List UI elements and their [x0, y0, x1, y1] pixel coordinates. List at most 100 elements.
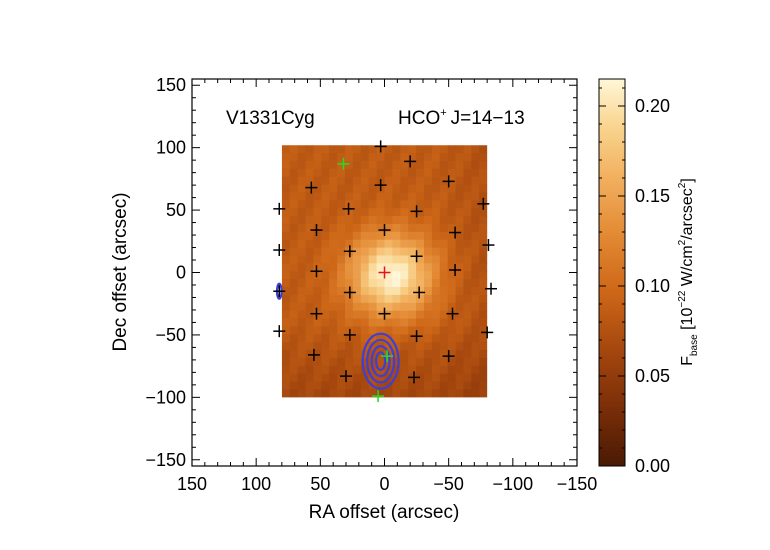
- heatmap-cell: [352, 263, 362, 272]
- heatmap-cell: [392, 231, 401, 241]
- heatmap-cell: [313, 231, 322, 241]
- heatmap-cell: [471, 255, 480, 264]
- heatmap-cell: [329, 247, 338, 257]
- heatmap-cell: [471, 389, 480, 398]
- heatmap-cell: [345, 239, 354, 249]
- heatmap-cell: [360, 294, 370, 304]
- heatmap-cell: [455, 145, 465, 154]
- heatmap-cell: [423, 263, 433, 272]
- heatmap-cell: [321, 350, 330, 359]
- heatmap-cell: [321, 208, 330, 217]
- heatmap-cell: [471, 200, 480, 209]
- heatmap-cell: [368, 239, 378, 249]
- heatmap-cell: [439, 326, 449, 335]
- heatmap-cell: [400, 168, 409, 178]
- heatmap-cell: [463, 192, 472, 201]
- heatmap-cell: [423, 279, 433, 288]
- heatmap-cell: [447, 350, 457, 359]
- heatmap-cell: [313, 145, 322, 154]
- heatmap-cell: [408, 239, 417, 249]
- heatmap-cell: [408, 334, 417, 343]
- heatmap-cell: [416, 326, 425, 335]
- heatmap-cell: [392, 357, 401, 367]
- heatmap-cell: [416, 247, 425, 257]
- heatmap-cell: [281, 231, 291, 241]
- heatmap-cell: [281, 294, 291, 304]
- heatmap-cell: [289, 176, 299, 186]
- heatmap-cell: [392, 279, 401, 288]
- spaxel-marker: [449, 264, 462, 277]
- colorbar-tick-label: 0.15: [635, 186, 670, 206]
- x-tick-label: −50: [433, 474, 464, 494]
- heatmap-cell: [400, 373, 409, 383]
- heatmap-cell: [313, 208, 322, 217]
- heatmap-cell: [297, 184, 307, 194]
- heatmap-cell: [439, 357, 449, 367]
- heatmap-cell: [479, 326, 488, 335]
- heatmap-cell: [400, 247, 409, 257]
- heatmap-cell: [305, 216, 315, 225]
- heatmap-cell: [408, 310, 417, 320]
- heatmap-cell: [305, 302, 315, 312]
- heatmap-cell: [392, 216, 401, 225]
- heatmap-cell: [447, 223, 457, 233]
- heatmap-cell: [431, 223, 441, 233]
- heatmap-cell: [297, 263, 307, 272]
- heatmap-cell: [408, 381, 417, 391]
- heatmap-cell: [392, 153, 401, 162]
- heatmap-cell: [289, 263, 299, 272]
- heatmap-cell: [479, 310, 488, 320]
- heatmap-cell: [479, 184, 488, 194]
- heatmap-cell: [463, 263, 472, 272]
- heatmap-cell: [400, 287, 409, 296]
- heatmap-cell: [281, 365, 291, 375]
- heatmap-cell: [479, 381, 488, 391]
- heatmap-cell: [479, 231, 488, 241]
- heatmap-cell: [400, 200, 409, 209]
- heatmap-cell: [392, 184, 401, 194]
- heatmap-cell: [423, 255, 433, 264]
- heatmap-cell: [447, 381, 457, 391]
- heatmap-cell: [423, 184, 433, 194]
- heatmap-cell: [313, 192, 322, 201]
- heatmap-cell: [455, 216, 465, 225]
- heatmap-cell: [384, 279, 393, 288]
- heatmap-cell: [360, 168, 370, 178]
- heatmap-cell: [337, 145, 346, 154]
- heatmap-cell: [321, 302, 330, 312]
- heatmap-cell: [479, 145, 488, 154]
- heatmap-cell: [337, 153, 346, 162]
- heatmap-cell: [281, 208, 291, 217]
- heatmap-cell: [281, 160, 291, 170]
- heatmap-cell: [455, 153, 465, 162]
- heatmap-cell: [297, 326, 307, 335]
- heatmap-cell: [297, 279, 307, 288]
- heatmap-cell: [352, 389, 362, 398]
- heatmap-cell: [439, 231, 449, 241]
- heatmap-cell: [376, 160, 386, 170]
- heatmap-cell: [455, 168, 465, 178]
- heatmap-cell: [305, 326, 315, 335]
- heatmap-cell: [345, 302, 354, 312]
- heatmap-cell: [463, 247, 472, 257]
- heatmap-cell: [479, 389, 488, 398]
- heatmap-cell: [352, 381, 362, 391]
- heatmap-cell: [416, 223, 425, 233]
- heatmap-cell: [289, 334, 299, 343]
- heatmap-cell: [329, 279, 338, 288]
- heatmap-cell: [479, 192, 488, 201]
- heatmap-cell: [423, 192, 433, 201]
- heatmap-cell: [305, 271, 315, 280]
- heatmap-cell: [352, 294, 362, 304]
- heatmap-cell: [281, 145, 291, 154]
- heatmap-cell: [471, 318, 480, 328]
- heatmap-cell: [439, 192, 449, 201]
- heatmap-cell: [447, 145, 457, 154]
- heatmap-cell: [416, 287, 425, 296]
- heatmap-cell: [321, 326, 330, 335]
- spaxel-marker-green: [337, 157, 350, 170]
- heatmap-cell: [376, 263, 386, 272]
- heatmap-cell: [439, 255, 449, 264]
- heatmap-cell: [360, 208, 370, 217]
- heatmap-cell: [376, 302, 386, 312]
